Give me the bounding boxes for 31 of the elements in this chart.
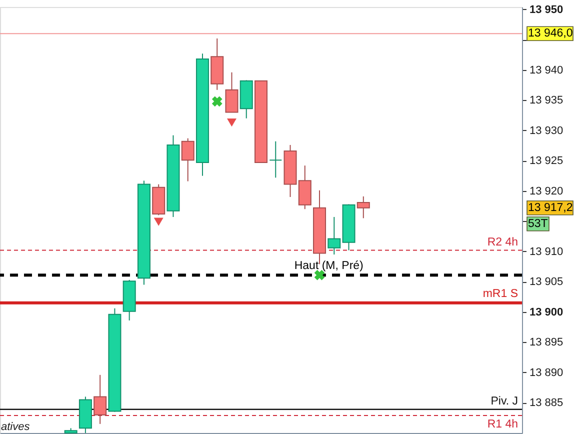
y-tick-label: 13 935 [530,94,564,107]
y-tick-label: 13 930 [530,124,564,137]
candlestick [356,196,370,219]
y-tick-label: 13 910 [530,246,564,258]
y-tick-label: 13 895 [530,336,564,349]
annotation: atives [1,421,30,433]
ref-line-label: Piv. J [490,395,518,408]
y-tick-label: 13 890 [530,366,564,379]
point [314,270,325,280]
y-tick-label: 13 905 [530,276,564,288]
point [154,218,164,226]
ref-line-label: R2 4h [487,236,518,248]
point [212,96,222,107]
candlestick [269,140,282,178]
text: 53T [528,218,548,230]
y-tick-label: 13 925 [530,155,564,168]
ref-line-label: Haut (M, Pré) [294,260,364,272]
candlestick [328,216,341,255]
ref-line-label: mR1 S [482,288,518,300]
y-tick-label: 13 885 [530,397,564,410]
ref-line-label: R1 4h [487,418,518,430]
candlestick [94,374,107,424]
y-tick-label: 13 950 [530,4,564,16]
y-tick-label: 13 920 [530,185,564,198]
y-tick-label: 13 900 [530,306,564,318]
candlestick [181,138,194,182]
ref-line-label: 13 946,0 [528,28,573,40]
text: 13 917,2 [528,202,573,214]
point [227,118,236,127]
candlestick [225,72,238,113]
y-tick-label: 13 940 [530,64,564,76]
